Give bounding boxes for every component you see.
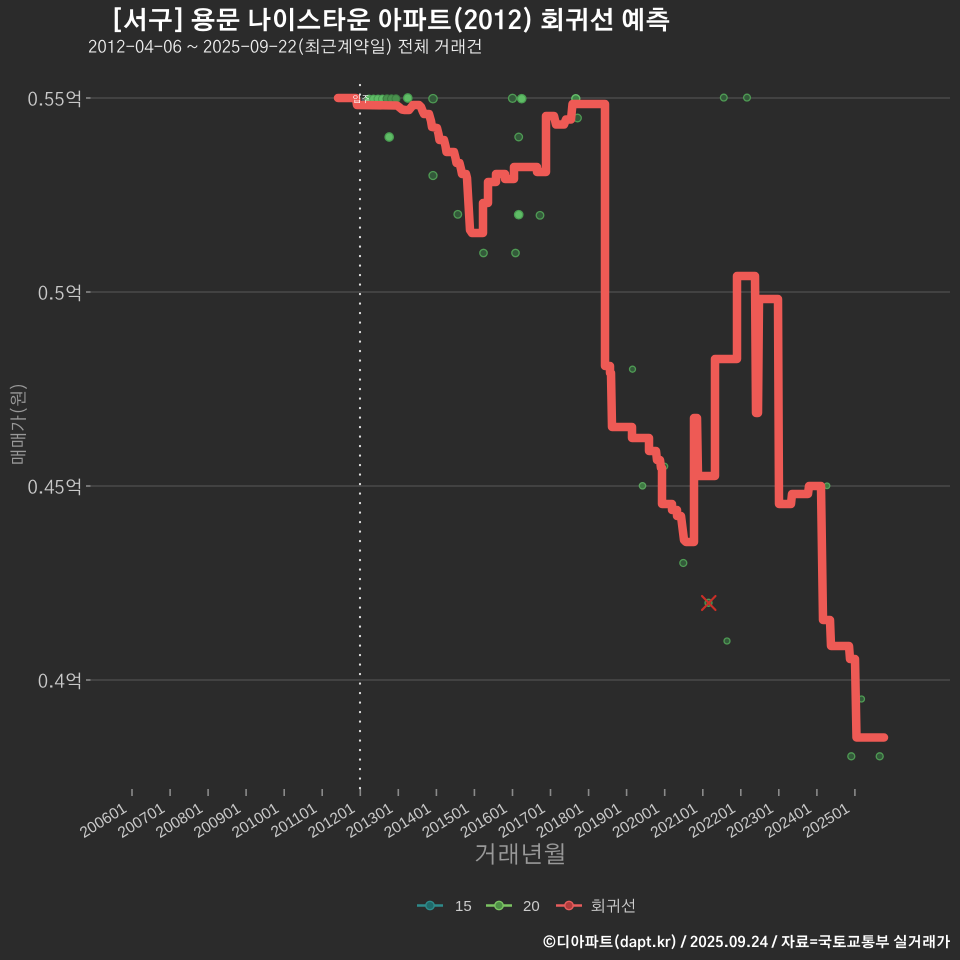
svg-text:20: 20: [523, 898, 540, 915]
svg-text:15: 15: [455, 898, 472, 915]
